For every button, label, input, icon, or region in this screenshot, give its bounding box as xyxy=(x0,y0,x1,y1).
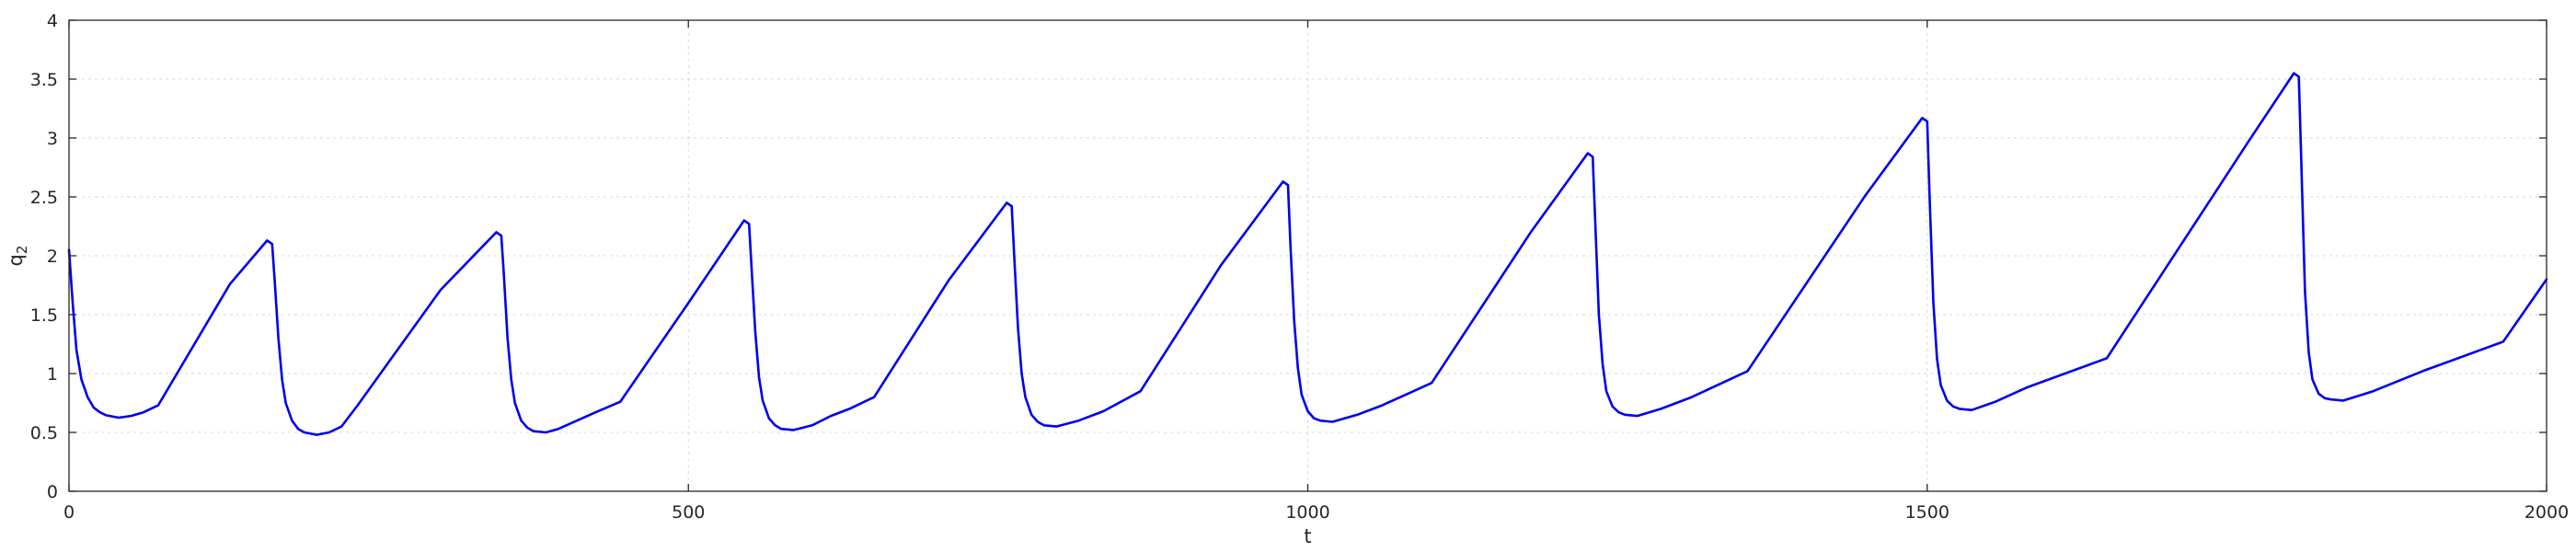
y-axis-label-main: q xyxy=(5,254,27,266)
x-tick-label: 500 xyxy=(672,502,705,523)
axis-ticks: 0 500 1000 1500 2000 0 0.5 1 1.5 2 2.5 3 3.5 4 xyxy=(30,11,2569,523)
y-tick-label: 2 xyxy=(47,247,58,267)
y-tick-label: 4 xyxy=(47,11,58,31)
y-tick-label: 2.5 xyxy=(30,188,58,208)
y-tick-label: 3 xyxy=(47,129,58,149)
x-tick-label: 0 xyxy=(63,502,75,523)
y-tick-label: 0 xyxy=(47,482,58,502)
y-axis-label: q2 xyxy=(5,246,30,267)
x-tick-label: 1000 xyxy=(1285,502,1329,523)
series-line xyxy=(67,72,2548,436)
series-group xyxy=(67,72,2548,436)
y-tick-label: 0.5 xyxy=(30,423,58,443)
y-tick-label: 1 xyxy=(47,364,58,385)
x-axis-label: t xyxy=(1304,525,1311,547)
x-tick-label: 1500 xyxy=(1905,502,1949,523)
y-tick-label: 1.5 xyxy=(30,305,58,326)
y-tick-label: 3.5 xyxy=(30,70,58,90)
grid-lines xyxy=(69,20,2547,491)
y-axis-label-subscript: 2 xyxy=(14,246,30,255)
x-tick-label: 2000 xyxy=(2524,502,2569,523)
